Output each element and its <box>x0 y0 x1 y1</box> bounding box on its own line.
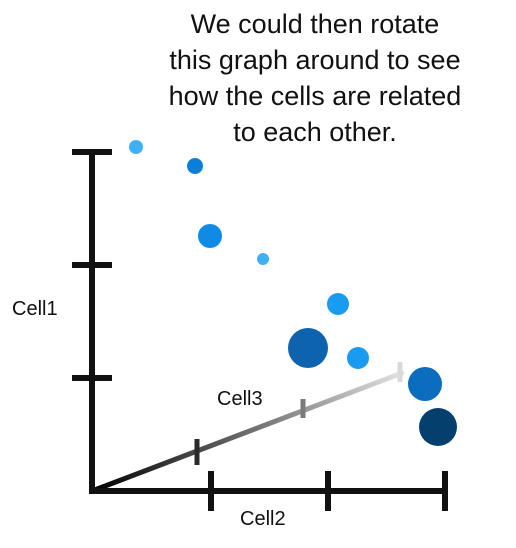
cell3-axis <box>89 370 405 494</box>
cell-point-7 <box>347 347 369 369</box>
cell-point-5 <box>327 293 349 315</box>
cell-point-9 <box>419 408 457 446</box>
caption-line-3: how the cells are related <box>168 81 462 111</box>
cell-point-6 <box>288 328 328 368</box>
cell-point-8 <box>408 367 442 401</box>
cell2-axis-label: Cell2 <box>240 508 286 530</box>
cell-point-2 <box>187 158 203 174</box>
cell-point-3 <box>198 224 222 248</box>
cell-point-4 <box>257 253 269 265</box>
caption-line-1: We could then rotate <box>190 9 440 39</box>
caption: We could then rotate this graph around t… <box>120 6 510 150</box>
cell1-axis-label: Cell1 <box>12 298 58 320</box>
cell3-axis-label: Cell3 <box>217 388 263 410</box>
caption-line-4: to each other. <box>233 117 397 147</box>
caption-line-2: this graph around to see <box>169 45 461 75</box>
cell-point-1 <box>129 140 143 154</box>
